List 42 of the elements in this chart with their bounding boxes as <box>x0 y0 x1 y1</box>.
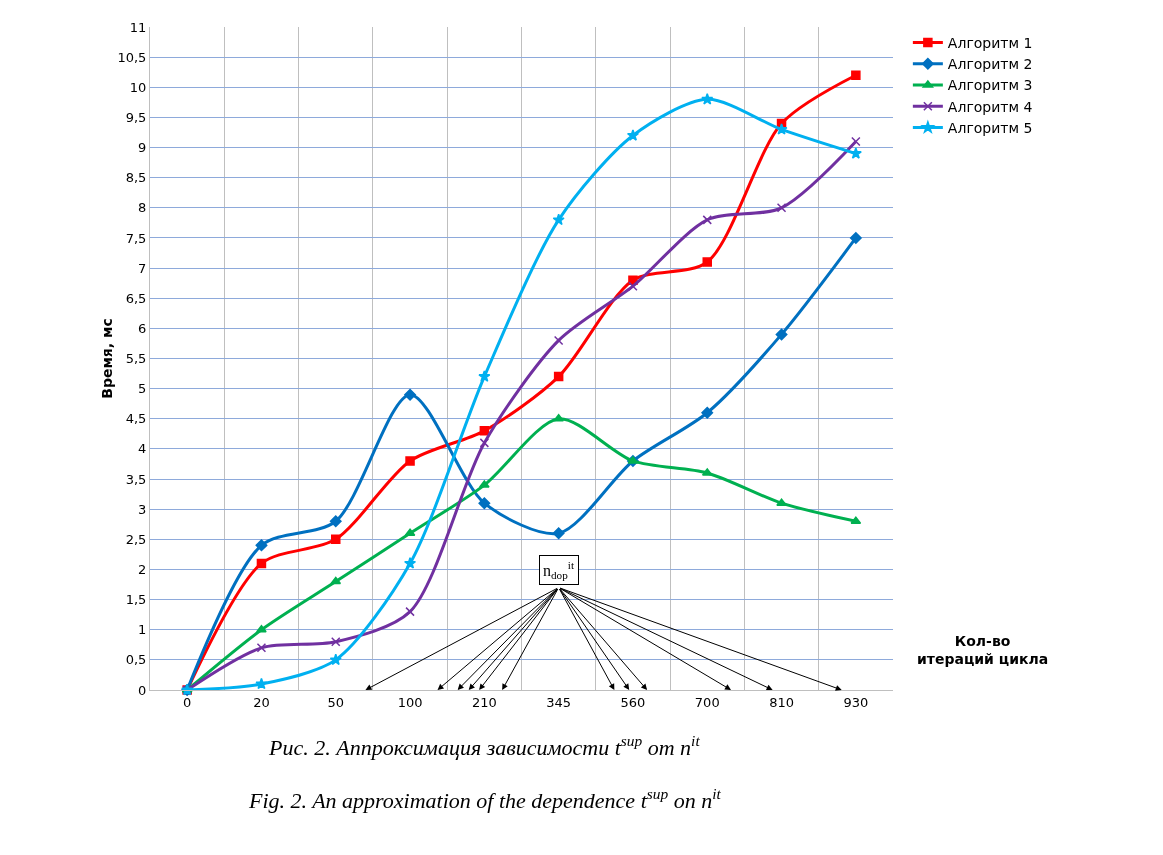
y-tick-label: 0 <box>138 682 147 698</box>
y-tick-label: 2 <box>138 562 147 577</box>
y-tick-label: 6,5 <box>125 290 147 306</box>
legend-label: Алгоритм 3 <box>947 77 1033 94</box>
x-tick-label: 50 <box>327 694 345 710</box>
y-tick-label: 0,5 <box>125 652 147 668</box>
x-tick-label: 20 <box>253 694 270 710</box>
y-tick-label: 10,5 <box>117 49 147 65</box>
legend-label: Алгоритм 1 <box>947 35 1033 52</box>
x-axis-title: Кол-во итераций цикла <box>917 633 1049 668</box>
y-tick-label: 4 <box>138 441 147 457</box>
y-tick-label: 5 <box>138 381 147 397</box>
x-tick-label: 210 <box>471 694 497 710</box>
x-tick-label: 930 <box>843 694 869 710</box>
y-tick-label: 10 <box>129 79 147 95</box>
x-tick-label: 345 <box>546 694 572 710</box>
x-tick-label: 810 <box>769 694 794 710</box>
y-tick-label: 2,5 <box>125 531 147 547</box>
y-tick-label: 7 <box>138 260 147 276</box>
y-axis-title: Время, мс <box>99 318 115 399</box>
y-tick-label: 3 <box>138 501 147 517</box>
y-tick-label: 1,5 <box>125 592 147 608</box>
y-tick-label: 4,5 <box>125 411 147 427</box>
y-tick-label: 8,5 <box>125 170 147 186</box>
y-tick-label: 3,5 <box>125 471 147 487</box>
y-tick-label: 5,5 <box>125 351 147 367</box>
x-tick-label: 560 <box>620 694 646 710</box>
legend-label: Алгоритм 2 <box>947 56 1033 73</box>
y-tick-label: 1 <box>138 622 147 638</box>
y-tick-label: 8 <box>138 200 147 216</box>
x-tick-label: 700 <box>694 694 720 710</box>
y-tick-label: 9,5 <box>125 109 147 125</box>
x-tick-label: 0 <box>183 694 192 710</box>
legend-label: Алгоритм 4 <box>947 98 1033 115</box>
y-tick-label: 7,5 <box>125 230 147 246</box>
caption: Fig. 2. An approximation of the dependence t$^{sup}$ on n$^{it}$ <box>248 785 722 814</box>
y-tick-label: 6 <box>138 320 147 336</box>
legend-label: Алгоритм 5 <box>947 119 1033 136</box>
y-tick-label: 11 <box>129 19 147 35</box>
y-tick-label: 9 <box>138 140 147 156</box>
x-tick-label: 100 <box>397 694 423 710</box>
text: Рис. 2. Аппроксимация зависимости t$^{sup}$ от n$^{it}$ <box>268 732 701 761</box>
